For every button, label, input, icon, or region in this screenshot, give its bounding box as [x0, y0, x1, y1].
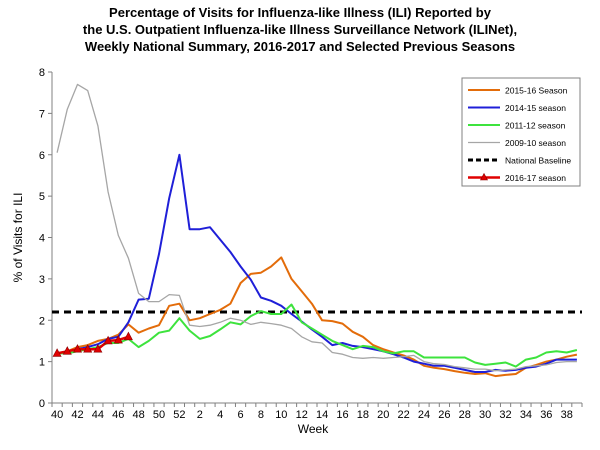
x-tick-label: 36 — [540, 409, 552, 421]
chart-title-line-2: the U.S. Outpatient Influenza-like Illne… — [82, 22, 518, 37]
x-tick-label: 34 — [520, 409, 532, 421]
y-tick-label: 0 — [39, 398, 45, 410]
x-tick-label: 48 — [133, 409, 145, 421]
x-tick-label: 32 — [499, 409, 511, 421]
series-line-2011-12-season — [57, 303, 578, 368]
x-tick-label: 10 — [275, 409, 287, 421]
x-tick-label: 26 — [438, 409, 450, 421]
x-tick-label: 22 — [398, 409, 410, 421]
x-tick-label: 24 — [418, 409, 430, 421]
y-tick-label: 2 — [39, 315, 45, 327]
legend-label: 2015-16 Season — [505, 86, 568, 96]
series-point-2016-17-season — [62, 346, 72, 355]
y-tick-label: 8 — [39, 67, 45, 79]
x-tick-label: 18 — [357, 409, 369, 421]
y-tick-label: 1 — [39, 357, 45, 369]
legend-label: 2014-15 season — [505, 103, 566, 113]
y-tick-label: 6 — [39, 150, 45, 162]
legend-label: National Baseline — [505, 156, 571, 166]
series-point-2016-17-season — [103, 335, 113, 345]
series-line-2009-10-season — [56, 83, 577, 372]
y-tick-label: 4 — [39, 233, 45, 245]
chart-title-line-1: Percentage of Visits for Influenza-like … — [109, 5, 491, 20]
legend-marker — [479, 172, 489, 181]
x-tick-label: 44 — [92, 409, 104, 421]
series-line-2015-16-season — [56, 256, 578, 378]
x-tick-label: 52 — [173, 409, 185, 421]
x-tick-label: 38 — [561, 409, 573, 421]
x-tick-label: 46 — [112, 409, 124, 421]
y-tick-label: 3 — [39, 274, 45, 286]
chart-title: Percentage of Visits for Influenza-like … — [0, 4, 600, 55]
x-tick-label: 6 — [237, 409, 243, 421]
legend-label: 2016-17 season — [505, 173, 566, 183]
chart-title-line-3: Weekly National Summary, 2016-2017 and S… — [84, 39, 516, 54]
series-point-2016-17-season — [52, 348, 62, 357]
x-tick-label: 20 — [377, 409, 389, 421]
x-tick-label: 16 — [336, 409, 348, 421]
x-tick-label: 50 — [153, 409, 165, 421]
x-tick-label: 40 — [51, 409, 63, 421]
x-tick-label: 12 — [296, 409, 308, 421]
x-tick-label: 8 — [258, 409, 264, 421]
legend-box — [461, 77, 581, 187]
x-axis-label: Week — [298, 422, 329, 436]
y-axis-label: % of Visits for ILI — [11, 193, 25, 283]
x-tick-label: 2 — [197, 409, 203, 421]
series-point-2016-17-season — [113, 334, 123, 344]
y-tick-label: 7 — [39, 108, 45, 120]
legend-label: 2011-12 season — [505, 121, 566, 131]
x-tick-label: 30 — [479, 409, 491, 421]
x-tick-label: 14 — [316, 409, 328, 421]
series-point-2016-17-season — [83, 344, 93, 353]
legend-label: 2009-10 season — [505, 138, 566, 148]
series-point-2016-17-season — [123, 331, 133, 341]
series-point-2016-17-season — [93, 344, 103, 353]
x-tick-label: 28 — [459, 409, 471, 421]
x-tick-label: 42 — [71, 409, 83, 421]
x-tick-label: 4 — [217, 409, 223, 421]
series-line-2014-15-season — [56, 153, 577, 373]
y-tick-label: 5 — [39, 191, 45, 203]
series-point-2016-17-season — [73, 344, 82, 353]
